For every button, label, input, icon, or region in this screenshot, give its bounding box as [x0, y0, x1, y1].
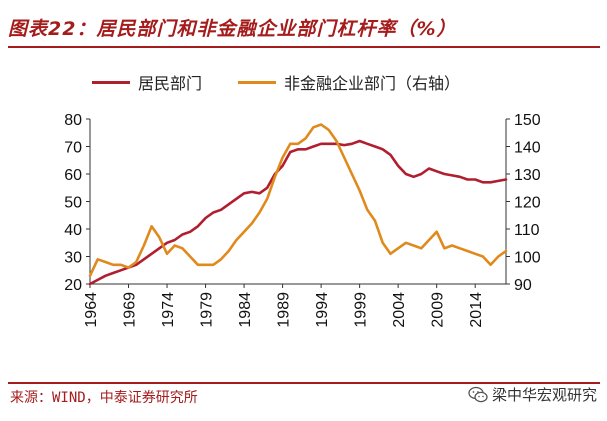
title-rule [8, 46, 600, 48]
legend-label-household: 居民部门 [138, 74, 203, 93]
y-left-tick-label: 30 [64, 250, 82, 267]
chart-title: 图表22：居民部门和非金融企业部门杠杆率（%） [8, 18, 457, 40]
watermark: 梁中华宏观研究 [468, 384, 597, 405]
y-left-tick-label: 70 [64, 140, 82, 157]
legend: 居民部门 非金融企业部门（右轴） [92, 70, 496, 94]
x-tick-label: 1999 [353, 292, 370, 328]
y-right-tick-label: 90 [514, 277, 532, 294]
legend-swatch-corporate [238, 80, 277, 84]
y-right-tick-label: 120 [514, 195, 541, 212]
legend-item-household: 居民部门 [92, 70, 202, 94]
x-tick-label: 2014 [468, 292, 485, 328]
x-tick-label: 2009 [430, 292, 447, 328]
watermark-text: 梁中华宏观研究 [491, 386, 597, 404]
y-right-tick-label: 100 [514, 250, 541, 267]
series-line-corporate [88, 123, 508, 278]
y-left-tick-label: 60 [64, 167, 82, 184]
y-left-tick-label: 20 [64, 277, 82, 294]
legend-item-corporate: 非金融企业部门（右轴） [238, 70, 460, 94]
x-tick-label: 1974 [160, 292, 177, 328]
x-tick-label: 1969 [122, 292, 139, 328]
wechat-icon [468, 386, 488, 402]
source-note: 来源：WIND，中泰证券研究所 [10, 390, 198, 406]
x-tick-label: 1989 [276, 292, 293, 328]
x-tick-label: 1964 [83, 292, 100, 328]
y-right-tick-label: 150 [514, 112, 541, 129]
y-right-tick-label: 140 [514, 140, 541, 157]
x-tick-label: 2004 [391, 292, 408, 328]
y-left-tick-label: 80 [64, 112, 82, 129]
series-line-household [88, 139, 508, 286]
y-left-tick-label: 50 [64, 195, 82, 212]
y-right-tick-label: 130 [514, 167, 541, 184]
y-right-tick-label: 110 [514, 222, 540, 239]
legend-label-corporate: 非金融企业部门（右轴） [284, 74, 461, 93]
legend-swatch-household [92, 80, 130, 84]
footer-rule [8, 382, 600, 384]
x-tick-label: 1984 [237, 292, 254, 328]
x-tick-label: 1994 [314, 292, 331, 328]
x-tick-label: 1979 [199, 292, 216, 328]
y-left-tick-label: 40 [64, 222, 82, 239]
